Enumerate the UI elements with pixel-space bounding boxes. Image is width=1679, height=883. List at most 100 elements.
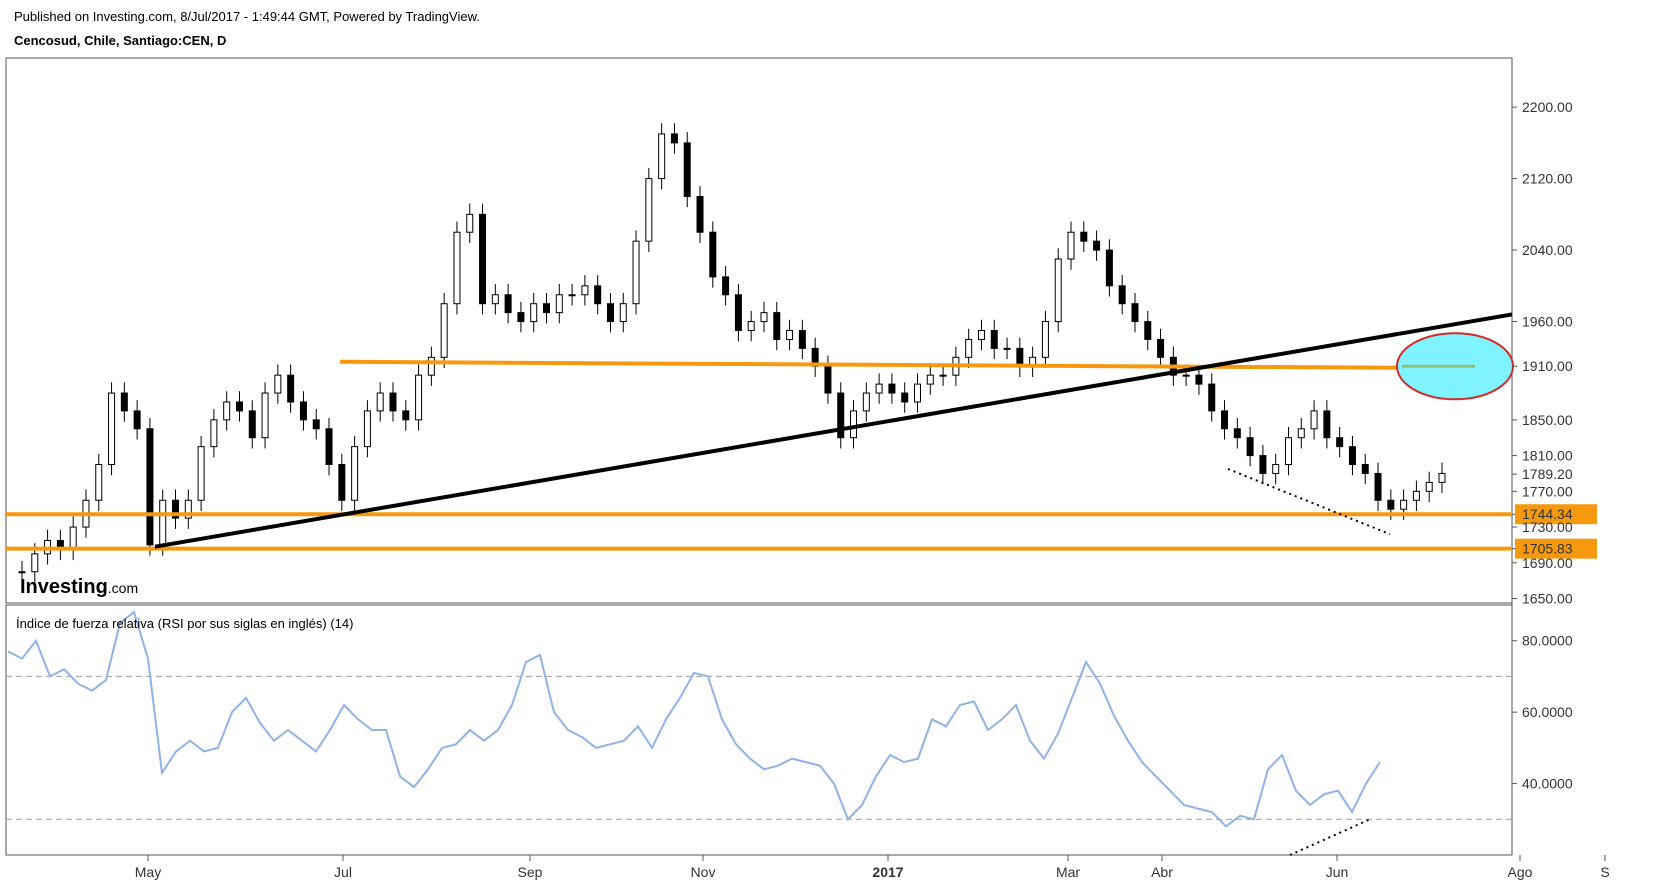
candle-body	[901, 392, 909, 403]
symbol-title: Cencosud, Chile, Santiago:CEN, D	[14, 33, 227, 48]
rsi-line	[7, 610, 1381, 828]
candle-body	[773, 312, 781, 340]
price-axis-label: 1744.34	[1522, 506, 1573, 522]
candle-body	[491, 294, 499, 305]
candle-body	[235, 401, 243, 412]
price-axis-label: 1650.00	[1522, 591, 1573, 607]
candle-body	[875, 383, 883, 394]
candle-body	[606, 303, 614, 323]
candle-body	[31, 553, 39, 573]
rsi-axis-label: 80.0000	[1522, 633, 1573, 649]
candle-body	[1425, 481, 1433, 492]
time-axis-label: Sep	[518, 864, 543, 880]
candle-body	[504, 294, 512, 314]
price-axis-label: 2040.00	[1522, 242, 1573, 258]
candle-body	[184, 499, 192, 519]
time-axis-label: Abr	[1151, 864, 1173, 880]
candle-body	[837, 392, 845, 439]
candle-body	[1272, 464, 1280, 474]
time-axis: May Jul Sep Nov 2017 Mar Abr Jun Ago S	[135, 855, 1610, 880]
time-axis-label: Jun	[1326, 864, 1349, 880]
candle-body	[248, 410, 256, 439]
candle-body	[351, 446, 359, 501]
candle-body	[427, 356, 435, 376]
candle-body	[1438, 472, 1446, 483]
time-axis-label: Nov	[691, 864, 716, 880]
candlesticks	[18, 123, 1446, 583]
candle-body	[798, 330, 806, 349]
candle-body	[1054, 258, 1062, 323]
candle-body	[530, 303, 538, 323]
price-axis-label: 1850.00	[1522, 412, 1573, 428]
candle-body	[1323, 410, 1331, 439]
candle-body	[683, 142, 691, 197]
time-axis-label: Ago	[1508, 864, 1533, 880]
candle-body	[312, 419, 320, 430]
candle-body	[645, 178, 653, 242]
candle-body	[696, 195, 704, 233]
price-axis-label: 1910.00	[1522, 358, 1573, 374]
candle-body	[1221, 410, 1229, 430]
time-axis-label: 2017	[872, 864, 903, 880]
candle-body	[287, 374, 295, 403]
published-credit: Published on Investing.com, 8/Jul/2017 -…	[14, 9, 480, 24]
rsi-title: Índice de fuerza relativa (RSI por sus s…	[16, 616, 353, 631]
price-axis-label: 2200.00	[1522, 99, 1573, 115]
candle-body	[1041, 321, 1049, 358]
candle-body	[1374, 472, 1382, 501]
candle-body	[1361, 464, 1369, 474]
candle-body	[440, 303, 448, 358]
investing-logo: Investing.com	[20, 576, 138, 598]
candle-body	[824, 365, 832, 394]
price-pane-frame	[5, 57, 1513, 604]
candle-body	[632, 240, 640, 305]
candle-body	[1259, 455, 1267, 474]
candle-body	[568, 294, 576, 297]
rsi-divergence-dotted	[1289, 818, 1371, 856]
time-axis-label: Jul	[334, 864, 352, 880]
candle-body	[619, 303, 627, 323]
candle-body	[133, 410, 141, 430]
uptrend-line	[154, 312, 1513, 549]
candle-body	[1144, 321, 1152, 340]
candle-body	[1336, 437, 1344, 448]
candle-body	[862, 392, 870, 412]
rsi-axis-label: 60.0000	[1522, 704, 1573, 720]
candle-body	[939, 374, 947, 377]
candle-body	[363, 410, 371, 448]
candle-body	[261, 392, 269, 439]
candle-body	[389, 392, 397, 412]
candle-body	[1182, 374, 1190, 377]
time-axis-label: S	[1600, 864, 1609, 880]
price-label-box	[1515, 504, 1597, 525]
candle-body	[888, 383, 896, 394]
candle-body	[210, 419, 218, 448]
candle-body	[338, 464, 346, 501]
candle-body	[1105, 249, 1113, 287]
candle-body	[402, 410, 410, 421]
candle-body	[850, 410, 858, 439]
candle-body	[1080, 231, 1088, 242]
candle-body	[594, 285, 602, 305]
time-axis-label: May	[135, 864, 161, 880]
candle-body	[977, 330, 985, 340]
candle-body	[1093, 240, 1101, 251]
candle-body	[466, 213, 474, 233]
candle-body	[658, 133, 666, 180]
rsi-axis-label: 40.0000	[1522, 776, 1573, 792]
rsi-pane-frame	[5, 604, 1513, 856]
price-axis-label: 1810.00	[1522, 448, 1573, 464]
candle-body	[517, 312, 525, 323]
candle-body	[1067, 231, 1075, 260]
candle-body	[197, 446, 205, 501]
resistance-line-1910	[339, 359, 1441, 371]
candle-body	[1016, 347, 1024, 367]
price-axis-label: 1770.00	[1522, 483, 1573, 499]
lower-trend-dotted	[1227, 468, 1391, 536]
candle-body	[146, 428, 154, 546]
support-levels	[6, 312, 1514, 551]
candle-body	[965, 338, 973, 358]
candle-body	[734, 294, 742, 332]
price-axis-label: 2120.00	[1522, 171, 1573, 187]
